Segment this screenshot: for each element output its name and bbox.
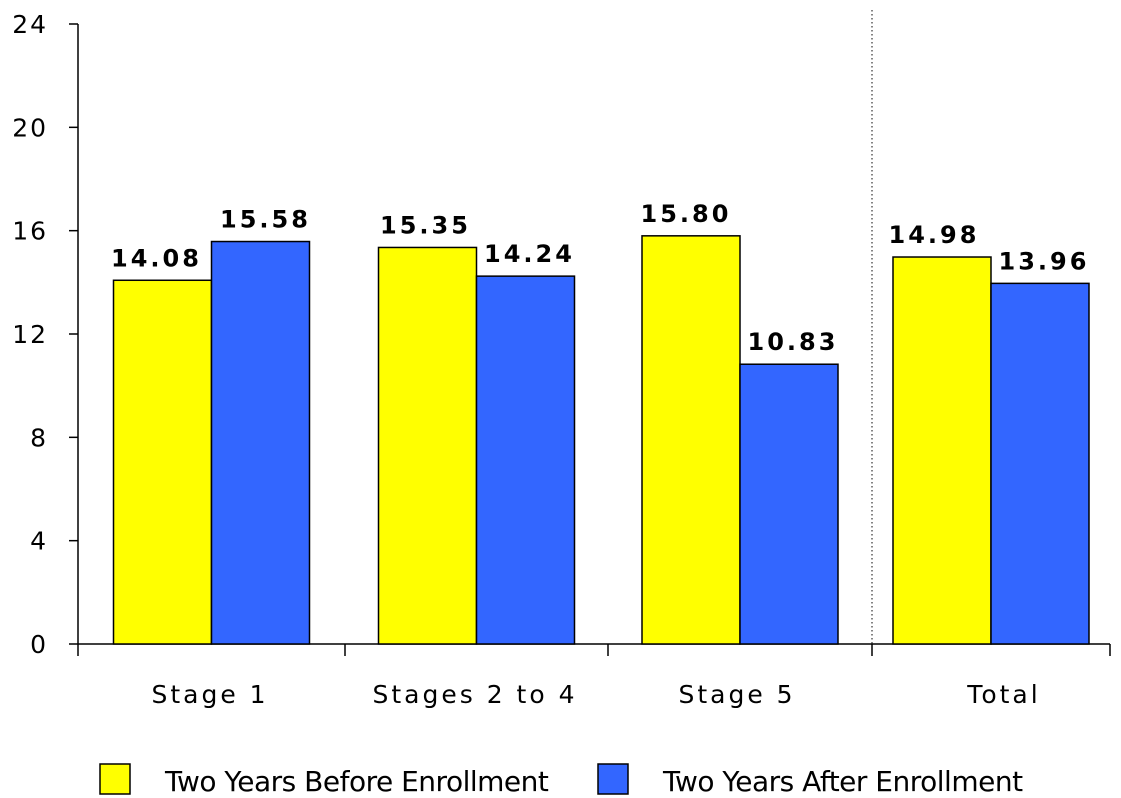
data-label: 14.08 <box>111 244 202 272</box>
legend-label: Two Years After Enrollment <box>662 765 1023 798</box>
x-category-label: Stage 1 <box>151 680 268 709</box>
data-labels: 14.08 15.58 15.35 14.24 15.80 10.83 14.98 13.96 <box>111 200 1090 356</box>
bar-before-0 <box>112 279 213 645</box>
y-tick-label: 4 <box>30 527 48 556</box>
bar-after-1 <box>475 275 576 645</box>
bar-before-2 <box>641 235 741 645</box>
y-tick-label: 16 <box>12 217 48 246</box>
data-label: 13.96 <box>999 247 1090 275</box>
x-category-label: Stage 5 <box>678 680 795 709</box>
data-label: 15.58 <box>220 206 311 234</box>
legend: Two Years Before Enrollment Two Years Aft… <box>99 763 1024 798</box>
bar-before-1 <box>377 246 478 645</box>
y-tick-label: 8 <box>30 423 48 452</box>
data-label: 15.80 <box>641 200 732 228</box>
y-tick-label: 24 <box>12 10 48 39</box>
y-tick-label: 20 <box>12 113 48 142</box>
x-category-label: Stages 2 to 4 <box>372 680 577 709</box>
legend-swatch <box>99 763 131 795</box>
y-tick-label: 0 <box>30 630 48 659</box>
x-axis: Stage 1 Stages 2 to 4 Stage 5 Total <box>77 643 1111 709</box>
x-category-label: Total <box>966 680 1040 709</box>
data-label: 15.35 <box>380 211 471 239</box>
bar-after-0 <box>210 240 311 645</box>
y-tick-label: 12 <box>12 320 48 349</box>
y-axis: 0 4 8 12 16 20 24 <box>12 10 79 659</box>
data-label: 14.24 <box>484 240 575 268</box>
legend-label: Two Years Before Enrollment <box>164 765 549 798</box>
bars <box>112 235 1090 645</box>
bar-after-3 <box>990 282 1090 645</box>
legend-swatch <box>597 763 629 795</box>
data-label: 10.83 <box>748 328 839 356</box>
bar-before-3 <box>892 256 992 645</box>
bar-after-2 <box>739 363 839 645</box>
data-label: 14.98 <box>889 221 980 249</box>
